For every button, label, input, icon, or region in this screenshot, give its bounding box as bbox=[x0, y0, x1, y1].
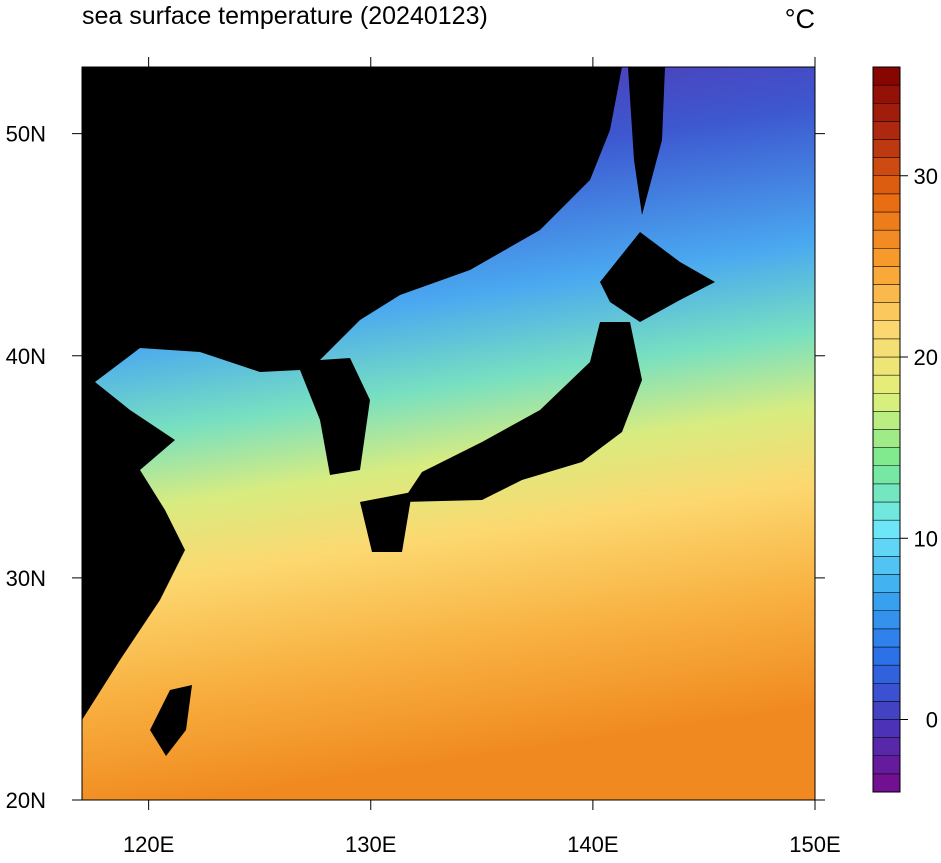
colorbar-band bbox=[872, 103, 901, 122]
x-tick-label: 150E bbox=[789, 832, 840, 857]
colorbar-frame bbox=[872, 66, 901, 793]
colorbar-band bbox=[872, 719, 901, 738]
y-tick-label: 50N bbox=[6, 122, 46, 147]
colorbar: 0 10 20 30 bbox=[872, 66, 938, 793]
colorbar-band bbox=[872, 248, 901, 267]
x-tick-label: 140E bbox=[567, 832, 618, 857]
title: sea surface temperature (20240123) bbox=[82, 2, 488, 30]
colorbar-band bbox=[872, 519, 901, 539]
colorbar-band bbox=[872, 320, 901, 340]
colorbar-tick-label: 0 bbox=[926, 708, 938, 733]
colorbar-band bbox=[872, 211, 901, 231]
colorbar-band bbox=[872, 737, 901, 756]
colorbar-tick-label: 30 bbox=[914, 164, 938, 189]
y-tick-label: 30N bbox=[6, 566, 46, 591]
colorbar-band bbox=[872, 393, 901, 412]
colorbar-band bbox=[872, 429, 901, 448]
unit: °C bbox=[785, 4, 815, 34]
colorbar-band bbox=[872, 447, 901, 466]
colorbar-band bbox=[872, 538, 901, 557]
colorbar-band bbox=[872, 302, 901, 321]
land bbox=[600, 232, 715, 322]
colorbar-band bbox=[872, 139, 901, 158]
colorbar-band bbox=[872, 121, 901, 140]
colorbar-band bbox=[872, 483, 901, 503]
colorbar-band bbox=[872, 356, 901, 376]
colorbar-band bbox=[872, 610, 901, 630]
axes: 120E 130E 140E 150E 20N 30N 40N 50N bbox=[6, 57, 841, 857]
colorbar-band bbox=[872, 501, 901, 521]
colorbar-band bbox=[872, 84, 901, 104]
y-tick-label: 20N bbox=[6, 788, 46, 813]
x-tick-label: 130E bbox=[345, 832, 396, 857]
land bbox=[628, 67, 665, 215]
colorbar-band bbox=[872, 628, 901, 648]
colorbar-band bbox=[872, 157, 901, 176]
land bbox=[82, 67, 622, 720]
colorbar-band bbox=[872, 592, 901, 611]
x-tick-label: 120E bbox=[123, 832, 174, 857]
y-tick-label: 40N bbox=[6, 344, 46, 369]
colorbar-band bbox=[872, 755, 901, 775]
colorbar-tick-label: 20 bbox=[914, 345, 938, 370]
colorbar-band bbox=[872, 701, 901, 720]
colorbar-band bbox=[872, 229, 901, 249]
land bbox=[360, 492, 412, 552]
colorbar-band bbox=[872, 175, 901, 195]
colorbar-band bbox=[872, 266, 901, 285]
colorbar-band bbox=[872, 664, 901, 684]
map bbox=[81, 66, 816, 801]
map-frame bbox=[81, 66, 816, 801]
colorbar-band bbox=[872, 574, 901, 593]
colorbar-band bbox=[872, 338, 901, 358]
colorbar-band bbox=[872, 465, 901, 485]
colorbar-band bbox=[872, 193, 901, 213]
colorbar-band bbox=[872, 411, 901, 430]
colorbar-tick-label: 10 bbox=[914, 526, 938, 551]
colorbar-band bbox=[872, 374, 901, 394]
colorbar-band bbox=[872, 556, 901, 575]
colorbar-band bbox=[872, 646, 901, 666]
land bbox=[402, 322, 642, 502]
colorbar-band bbox=[872, 284, 901, 303]
colorbar-band bbox=[872, 773, 901, 793]
colorbar-band bbox=[872, 66, 901, 86]
land bbox=[150, 685, 192, 756]
colorbar-band bbox=[872, 683, 901, 702]
